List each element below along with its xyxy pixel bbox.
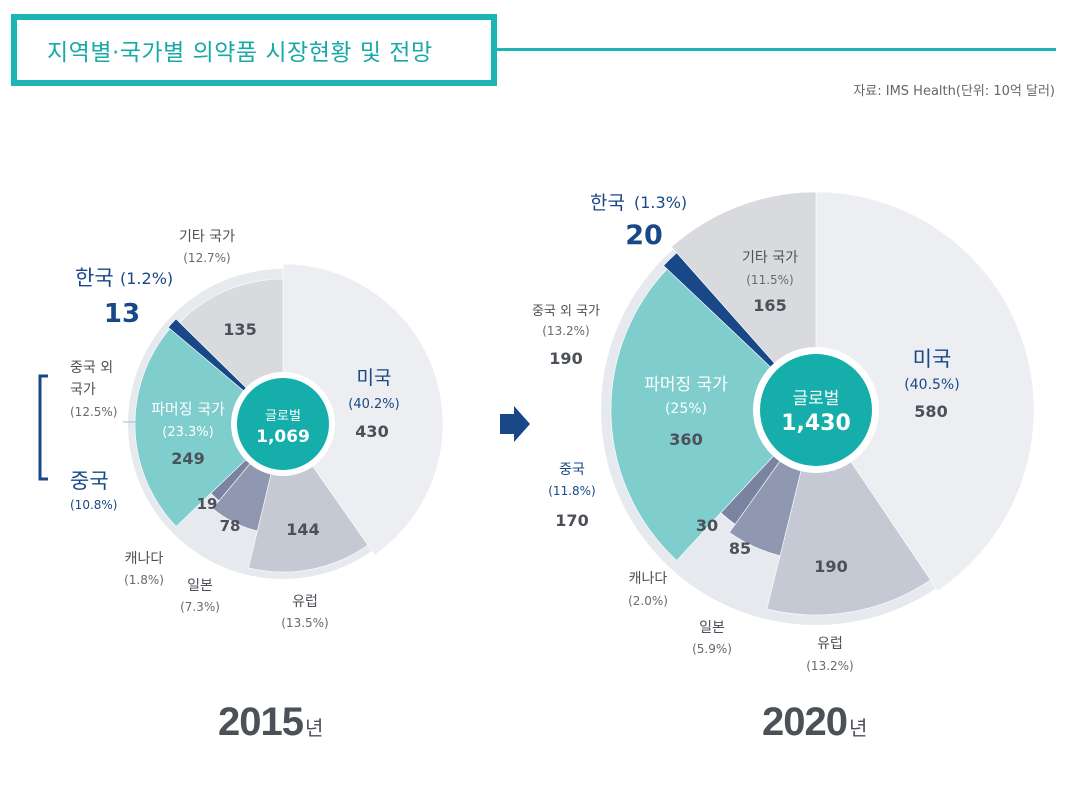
label-europe-pct-2015: (13.5%) bbox=[281, 616, 328, 630]
label-china-value-2020: 170 bbox=[555, 511, 588, 530]
label-others-pct-2020: (11.5%) bbox=[746, 273, 793, 287]
label-japan-pct-2020: (5.9%) bbox=[692, 642, 732, 656]
label-pharmerging-pct-2015: (23.3%) bbox=[162, 425, 213, 440]
label-pharmerging-name-2015: 파머징 국가 bbox=[151, 400, 225, 418]
label-china-other-pct-2020: (13.2%) bbox=[542, 324, 589, 338]
label-canada-value-2015: 19 bbox=[197, 495, 218, 513]
label-korea-pct-2015: (1.2%) bbox=[120, 269, 173, 288]
label-usa-pct-2020: (40.5%) bbox=[904, 377, 959, 393]
page-title: 지역별·국가별 의약품 시장현황 및 전망 bbox=[47, 40, 433, 66]
label-china-other-name-line1-2015: 중국 외 bbox=[70, 360, 113, 376]
arrow-right-icon bbox=[500, 406, 530, 442]
china-bracket-2015 bbox=[38, 374, 48, 481]
label-others-value-2015: 135 bbox=[223, 320, 256, 339]
slice-usa-2020 bbox=[815, 191, 1035, 592]
label-china-other-value-2020: 190 bbox=[549, 349, 582, 368]
label-korea-name-2015: 한국 bbox=[75, 266, 114, 290]
label-korea-pct-2020: (1.3%) bbox=[634, 193, 687, 212]
center-hole-2020 bbox=[760, 354, 872, 466]
label-china-other-name-line2-2015: 국가 bbox=[70, 382, 96, 398]
label-china-pct-2020: (11.8%) bbox=[548, 484, 595, 498]
label-pharmerging-pct-2020: (25%) bbox=[665, 401, 707, 417]
label-usa-name-2020: 미국 bbox=[913, 347, 952, 371]
slice-usa-2015 bbox=[282, 263, 444, 556]
label-china-name-2020: 중국 bbox=[559, 462, 585, 478]
label-japan-name-2020: 일본 bbox=[699, 620, 725, 636]
label-china-name-2015: 중국 bbox=[70, 469, 109, 493]
title-divider bbox=[497, 48, 1056, 51]
label-usa-value-2015: 430 bbox=[355, 422, 388, 441]
label-japan-value-2015: 78 bbox=[220, 517, 241, 535]
label-canada-value-2020: 30 bbox=[696, 516, 718, 535]
center-label-2015: 글로벌 bbox=[265, 409, 301, 424]
label-pharmerging-value-2015: 249 bbox=[171, 449, 204, 468]
label-usa-name-2015: 미국 bbox=[357, 367, 392, 389]
label-others-name-2020: 기타 국가 bbox=[742, 250, 798, 266]
year-label-2015: 2015 년 bbox=[218, 700, 324, 744]
label-japan-name-2015: 일본 bbox=[187, 578, 213, 594]
label-china-other-pct-2015: (12.5%) bbox=[70, 405, 117, 419]
slice-pharmerging-2015 bbox=[134, 328, 284, 527]
label-usa-value-2020: 580 bbox=[914, 402, 947, 421]
center-value-2015: 1,069 bbox=[256, 427, 310, 447]
label-pharmerging-value-2020: 360 bbox=[669, 430, 702, 449]
title-box: 지역별·국가별 의약품 시장현황 및 전망 bbox=[11, 14, 497, 86]
label-europe-name-2020: 유럽 bbox=[817, 636, 843, 652]
label-korea-name-2020: 한국 bbox=[590, 192, 625, 214]
label-europe-value-2020: 190 bbox=[814, 557, 847, 576]
label-europe-name-2015: 유럽 bbox=[292, 594, 318, 610]
label-others-name-2015: 기타 국가 bbox=[179, 229, 235, 245]
label-europe-value-2015: 144 bbox=[286, 520, 319, 539]
center-value-2020: 1,430 bbox=[781, 411, 851, 436]
label-japan-pct-2015: (7.3%) bbox=[180, 600, 220, 614]
source-note: 자료: IMS Health(단위: 10억 달러) bbox=[853, 84, 1055, 99]
center-hole-2015 bbox=[237, 378, 329, 470]
label-korea-value-2020: 20 bbox=[625, 220, 663, 251]
label-china-other-name-2020: 중국 외 국가 bbox=[532, 304, 600, 319]
label-pharmerging-name-2020: 파머징 국가 bbox=[644, 375, 728, 395]
label-europe-pct-2020: (13.2%) bbox=[806, 659, 853, 673]
year-label-2020: 2020 년 bbox=[762, 700, 868, 744]
label-others-value-2020: 165 bbox=[753, 296, 786, 315]
label-canada-pct-2020: (2.0%) bbox=[628, 594, 668, 608]
label-others-pct-2015: (12.7%) bbox=[183, 251, 230, 265]
label-usa-pct-2015: (40.2%) bbox=[348, 397, 399, 412]
label-canada-name-2015: 캐나다 bbox=[125, 551, 164, 567]
label-china-pct-2015: (10.8%) bbox=[70, 498, 117, 512]
label-canada-name-2020: 캐나다 bbox=[629, 571, 668, 587]
center-label-2020: 글로벌 bbox=[793, 389, 840, 409]
label-japan-value-2020: 85 bbox=[729, 539, 751, 558]
slice-others-2020 bbox=[671, 191, 817, 411]
label-canada-pct-2015: (1.8%) bbox=[124, 573, 164, 587]
slice-pharmerging-2020 bbox=[610, 268, 817, 561]
label-korea-value-2015: 13 bbox=[104, 299, 140, 329]
